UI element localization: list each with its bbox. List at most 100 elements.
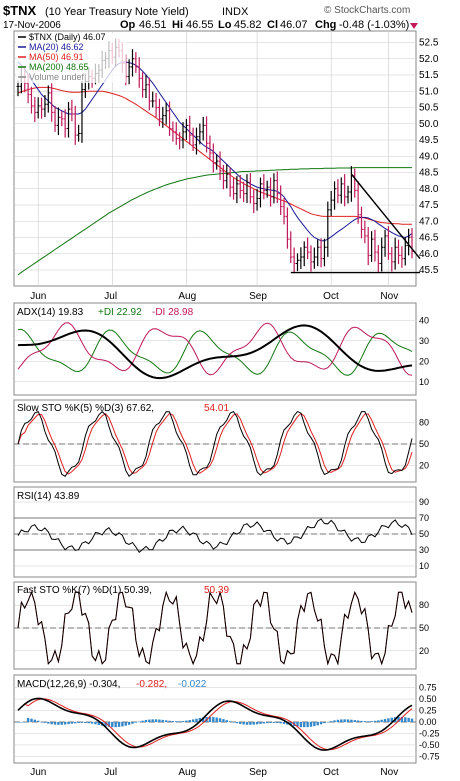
macd-histogram-bar: [198, 717, 202, 722]
open-value: 46.51: [139, 19, 167, 31]
resistance-trendline: [350, 173, 421, 260]
price-y-tick-label: 48.0: [419, 184, 439, 195]
high-value: 46.55: [186, 19, 214, 31]
indicator-y-tick-label: 70: [419, 513, 429, 523]
indicator-y-tick-label: -0.25: [419, 728, 440, 738]
macd-histogram-bar: [410, 718, 414, 722]
slow-sto-label: Slow STO %K(5) %D(3) 67.62,: [17, 403, 154, 414]
indicator-y-tick-label: 50: [419, 529, 429, 539]
symbol: $TNX: [3, 3, 37, 18]
macd-histogram-bar: [168, 720, 171, 722]
price-y-tick-label: 52.0: [419, 54, 439, 65]
macd-histogram-bar: [60, 722, 63, 725]
macd-histogram-bar: [67, 722, 70, 725]
price-panel: 52.5 52.0 51.5 51.0 50.5 50.0 49.5 49.0 48.5 48.0…: [13, 30, 439, 287]
macd-histogram-bar: [202, 717, 205, 722]
x-tick-label: Jul: [104, 767, 117, 778]
slow-sto-d-value: 54.01: [204, 403, 229, 414]
macd-histogram-bar: [282, 722, 286, 724]
low-label: Lo: [218, 19, 232, 31]
x-tick-label: Nov: [380, 291, 398, 302]
macd-histogram-bar: [377, 720, 380, 722]
macd-histogram-bar: [309, 722, 313, 727]
legend-entry: MA(20) 46.62: [29, 42, 84, 52]
macd-histogram-bar: [232, 722, 235, 723]
macd-line: [17, 697, 413, 751]
macd-histogram-bar: [333, 720, 336, 722]
indicator-y-tick-label: 20: [419, 356, 429, 366]
macd-histogram-bar: [47, 722, 50, 724]
price-y-tick-label: 51.5: [419, 70, 439, 81]
plus-di-line: [17, 328, 413, 376]
macd-histogram-bar: [20, 722, 23, 723]
macd-histogram-bar: [37, 720, 40, 722]
macd-histogram-bar: [151, 719, 154, 722]
macd-histogram-bar: [387, 718, 390, 722]
rsi-line: [17, 518, 413, 554]
macd-histogram-bar: [249, 722, 252, 725]
macd-histogram-bar: [117, 722, 121, 727]
price-y-tick-label: 45.5: [419, 265, 439, 276]
macd-histogram-bar: [144, 720, 148, 722]
x-tick-label: Aug: [178, 767, 196, 778]
macd-histogram-bar: [390, 717, 393, 722]
price-y-tick-label: 47.0: [419, 216, 439, 227]
macd-histogram-bar: [319, 722, 323, 725]
adx-line: [17, 324, 413, 380]
macd-histogram-bar: [367, 721, 370, 722]
macd-histogram-bar: [111, 722, 114, 728]
price-moving-averages: [17, 61, 413, 276]
macd-signal-line: [17, 698, 413, 751]
fast-sto-d-value: 50.39: [204, 585, 229, 596]
price-y-tick-label: 49.5: [419, 135, 439, 146]
macd-histogram-bar: [340, 719, 343, 722]
macd-histogram-bar: [40, 721, 43, 723]
macd-histogram-bar: [154, 719, 158, 722]
macd-histogram-bar: [363, 721, 367, 722]
macd-histogram-bar: [215, 717, 218, 722]
macd-histogram-bar: [107, 722, 111, 727]
macd-histogram-bar: [84, 722, 87, 723]
x-tick-label: Oct: [323, 291, 339, 302]
fast-sto-panel: 80 50 20 Fast STO %K(7) %D(1) 50.39, 50.39: [13, 581, 429, 670]
rsi-label: RSI(14) 43.89: [17, 491, 80, 502]
macd-histogram-bar: [208, 716, 212, 722]
macd-histogram-bar: [239, 722, 242, 724]
macd-histogram-bar: [235, 722, 239, 724]
macd-histogram-bar: [74, 722, 77, 724]
x-tick-label: Nov: [380, 767, 398, 778]
macd-histogram-bar: [161, 719, 165, 722]
macd-histogram-bar: [175, 721, 178, 722]
macd-histogram-bar: [141, 720, 144, 722]
macd-histogram-bar: [90, 722, 94, 724]
indicator-y-tick-label: 0.50: [419, 694, 437, 704]
macd-histogram-bar: [289, 722, 292, 726]
trendlines: [290, 173, 421, 274]
macd-histogram-bar: [50, 722, 53, 725]
legend-entry: $TNX (Daily) 46.07: [29, 32, 106, 42]
ma20-line: [17, 61, 413, 242]
close-value: 46.07: [280, 19, 308, 31]
macd-histogram-bar: [195, 718, 198, 722]
macd-histogram-bar: [276, 722, 279, 724]
macd-histogram-value: -0.022: [178, 679, 207, 690]
macd-histogram-bar: [383, 719, 387, 722]
macd-histogram-bar: [212, 717, 215, 722]
price-y-tick-label: 50.5: [419, 103, 439, 114]
price-grid: [14, 31, 416, 286]
macd-histogram-bar: [353, 720, 356, 722]
macd-histogram-bar: [33, 719, 37, 722]
macd-histogram-bar: [191, 719, 195, 722]
x-tick-label: Sep: [249, 767, 267, 778]
chart-date: 17-Nov-2006: [3, 20, 61, 31]
indicator-y-tick-label: 40: [419, 315, 429, 325]
macd-histogram-bar: [373, 720, 377, 722]
high-label: Hi: [172, 19, 183, 31]
macd-histogram-bar: [370, 721, 373, 722]
macd-histogram-bar: [306, 722, 309, 728]
macd-histogram-bar: [104, 722, 107, 727]
indicator-y-tick-label: 10: [419, 561, 429, 571]
macd-histogram-bar: [80, 722, 84, 723]
macd-histogram-bar: [16, 722, 20, 723]
